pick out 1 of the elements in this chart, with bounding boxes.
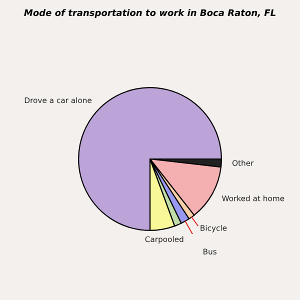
chart-title: Mode of transportation to work in Boca Raton, FL — [24, 9, 276, 18]
